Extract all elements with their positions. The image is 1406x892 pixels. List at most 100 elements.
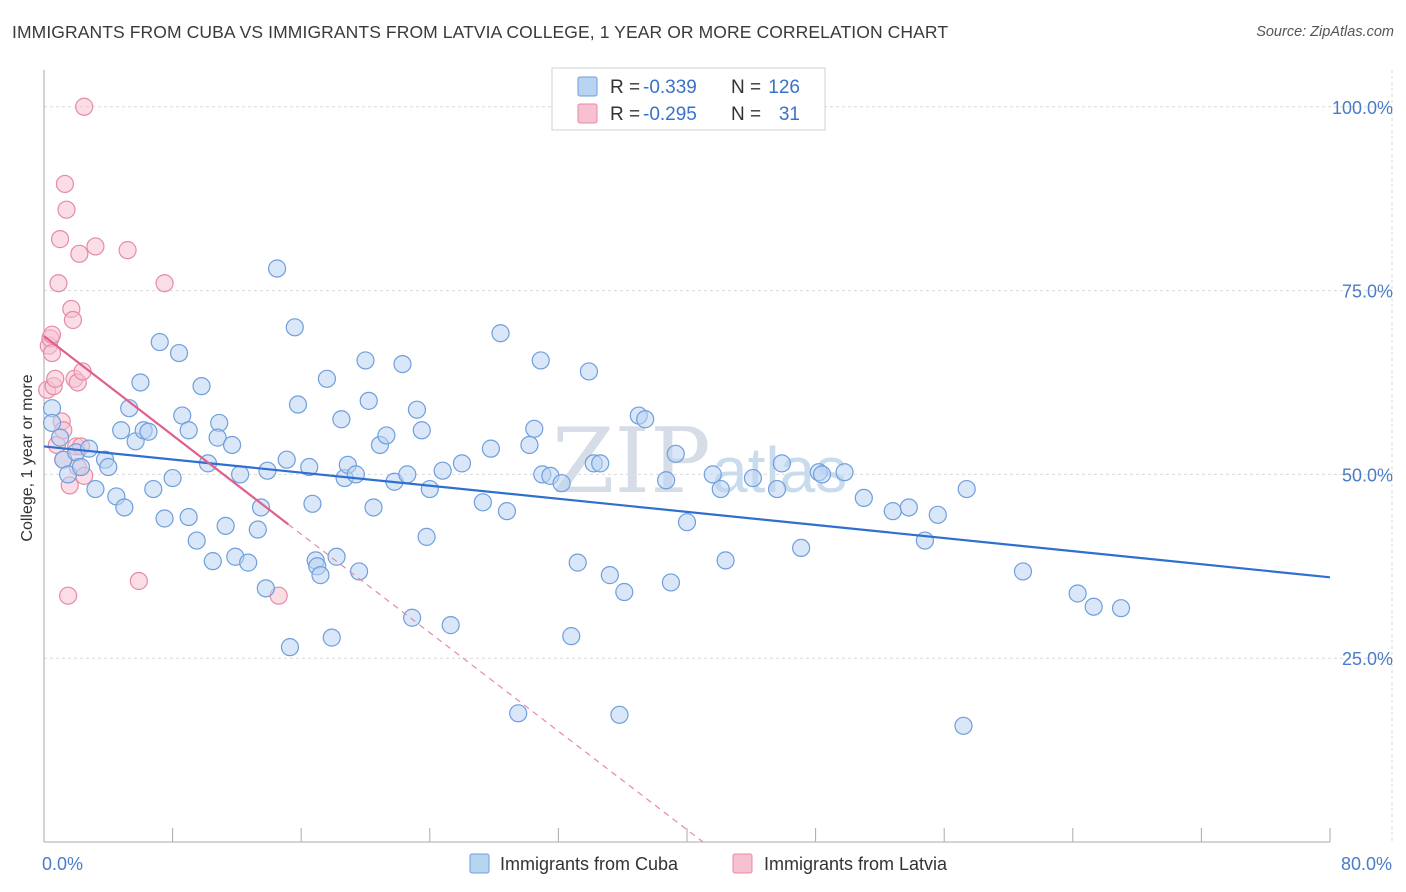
cuba-point-110 <box>835 463 854 482</box>
cuba-point-119 <box>1068 584 1087 603</box>
cuba-point-32 <box>208 428 227 447</box>
cuba-point-42 <box>267 259 287 278</box>
cuba-point-76 <box>473 493 492 512</box>
cuba-point-33 <box>216 516 235 535</box>
cuba-point-121 <box>1111 599 1131 618</box>
legend-swatch-cuba <box>577 76 598 97</box>
cuba-point-43 <box>277 450 296 469</box>
series-legend: Immigrants from Cuba Immigrants from Lat… <box>469 853 948 874</box>
cuba-point-25 <box>179 421 198 440</box>
cuba-point-106 <box>772 454 791 473</box>
cuba-point-51 <box>311 566 330 585</box>
cuba-point-91 <box>591 454 610 473</box>
bottom-legend-label-cuba: Immigrants from Cuba <box>500 854 679 874</box>
legend-r-value-cuba: -0.339 <box>643 77 697 98</box>
cuba-point-112 <box>883 502 902 521</box>
cuba-point-55 <box>332 410 351 429</box>
x-tick-labels: 0.0% 80.0% <box>42 854 1392 874</box>
cuba-point-7 <box>79 439 99 458</box>
x-tick-label-1: 80.0% <box>1341 854 1392 874</box>
cuba-point-79 <box>497 502 517 521</box>
cuba-point-47 <box>300 457 319 477</box>
cuba-point-103 <box>716 551 735 570</box>
cuba-point-27 <box>187 531 206 550</box>
latvia-point-23 <box>70 244 89 263</box>
cuba-point-74 <box>441 616 460 635</box>
cuba-point-97 <box>657 471 676 490</box>
latvia-point-15 <box>59 586 78 605</box>
cuba-point-34 <box>222 435 242 455</box>
legend-r-label-latvia: R = <box>610 104 640 125</box>
cuba-point-86 <box>552 474 571 493</box>
cuba-point-46 <box>288 395 308 414</box>
cuba-point-41 <box>256 579 275 598</box>
legend-r-label-cuba: R = <box>610 77 640 98</box>
axes <box>43 70 1331 843</box>
y-tick-label-3: 100.0% <box>1332 98 1393 118</box>
cuba-point-28 <box>192 377 211 396</box>
cuba-point-116 <box>954 716 973 735</box>
cuba-point-8 <box>86 479 105 499</box>
cuba-point-12 <box>112 421 131 440</box>
cuba-point-109 <box>812 465 832 484</box>
cuba-point-16 <box>131 373 150 392</box>
cuba-point-21 <box>155 509 174 528</box>
latvia-point-8 <box>49 274 68 293</box>
cuba-point-59 <box>349 562 369 581</box>
cuba-point-44 <box>280 638 300 657</box>
cuba-point-20 <box>150 332 169 352</box>
latvia-point-13 <box>55 174 74 194</box>
latvia-point-14 <box>57 200 76 219</box>
latvia-point-4 <box>42 325 62 344</box>
latvia-trend-extension <box>287 523 704 843</box>
latvia-point-27 <box>75 97 94 116</box>
cuba-point-104 <box>743 468 763 488</box>
x-tick-label-0: 0.0% <box>42 854 83 874</box>
latvia-point-29 <box>118 241 137 260</box>
cuba-point-67 <box>398 465 417 484</box>
cuba-point-99 <box>666 444 685 463</box>
cuba-point-18 <box>139 422 158 441</box>
bottom-legend-swatch-latvia <box>732 853 753 874</box>
latvia-point-3 <box>42 343 62 363</box>
latvia-point-28 <box>86 237 105 256</box>
cuba-point-107 <box>792 538 811 558</box>
cuba-points <box>42 259 1131 735</box>
cuba-point-82 <box>525 419 544 438</box>
cuba-point-62 <box>364 498 383 517</box>
legend-swatch-latvia <box>577 103 598 124</box>
legend-n-value-cuba: 126 <box>768 77 800 98</box>
latvia-point-30 <box>129 571 148 591</box>
chart-title: IMMIGRANTS FROM CUBA VS IMMIGRANTS FROM … <box>12 22 949 42</box>
cuba-point-53 <box>322 628 341 647</box>
cuba-point-6 <box>71 457 91 477</box>
y-axis-label: College, 1 year or more <box>19 374 36 541</box>
cuba-point-22 <box>163 468 182 488</box>
cuba-point-19 <box>144 479 163 499</box>
cuba-point-66 <box>393 354 412 374</box>
cuba-point-10 <box>99 457 118 477</box>
cuba-point-98 <box>661 573 681 592</box>
cuba-point-75 <box>452 454 472 473</box>
y-tick-label-2: 75.0% <box>1342 282 1393 302</box>
latvia-point-9 <box>50 230 70 249</box>
cuba-point-45 <box>285 318 304 337</box>
latvia-point-6 <box>46 369 65 388</box>
bottom-legend-swatch-cuba <box>469 853 490 874</box>
cuba-point-26 <box>179 507 198 527</box>
cuba-point-87 <box>562 627 581 646</box>
cuba-point-88 <box>568 553 587 572</box>
cuba-point-69 <box>407 400 427 419</box>
cuba-point-54 <box>327 547 346 566</box>
cuba-point-64 <box>377 426 396 445</box>
cuba-point-77 <box>481 439 500 458</box>
cuba-point-89 <box>579 362 599 381</box>
cuba-trend-line <box>43 445 1331 579</box>
cuba-point-83 <box>531 351 550 370</box>
cuba-point-93 <box>610 705 629 724</box>
cuba-point-96 <box>636 410 655 429</box>
cuba-point-30 <box>203 552 222 571</box>
cuba-point-102 <box>711 479 730 499</box>
cuba-point-73 <box>433 461 452 480</box>
